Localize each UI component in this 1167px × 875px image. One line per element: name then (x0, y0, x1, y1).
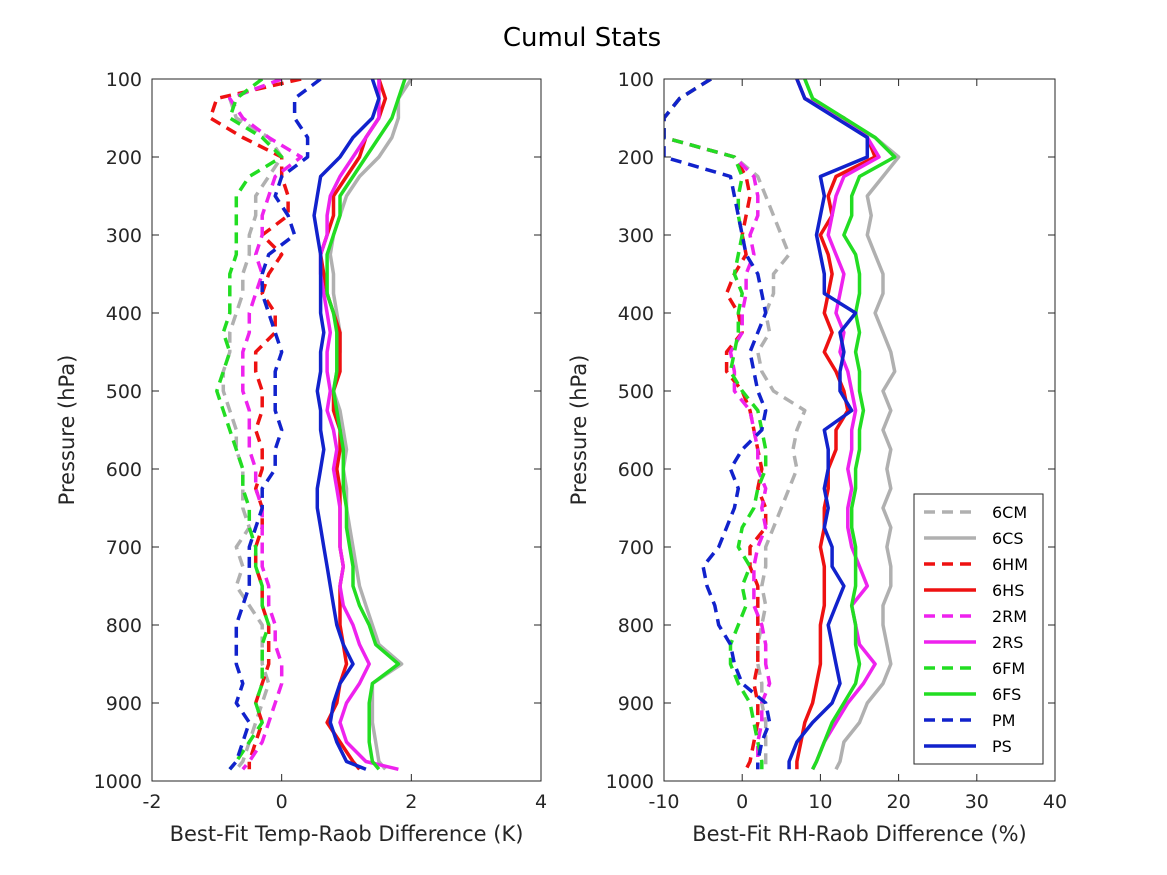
x-axis-label: Best-Fit Temp-Raob Difference (K) (170, 822, 524, 846)
y-tick-label: 1000 (606, 771, 654, 793)
y-tick-label: 100 (106, 69, 142, 91)
series-line-6fm (215, 79, 284, 771)
y-tick-label: 400 (106, 303, 142, 325)
legend-label-2rm: 2RM (992, 607, 1027, 626)
y-tick-label: 900 (106, 693, 142, 715)
series-line-2rs (318, 79, 399, 772)
y-axis-label: Pressure (hPa) (55, 355, 79, 506)
y-tick-label: 600 (618, 459, 654, 481)
x-axis-label: Best-Fit RH-Raob Difference (%) (692, 822, 1026, 846)
x-tick-label: 0 (736, 791, 748, 813)
series-line-pm (228, 79, 322, 771)
y-tick-label: 800 (618, 615, 654, 637)
panel-1: -2 0 2 4 100 200 300 400 500 600 700 800 900 1000 Best… (55, 69, 547, 846)
y-tick-label: 1000 (94, 771, 142, 793)
legend-label-pm: PM (992, 711, 1015, 730)
legend-box (913, 493, 1044, 765)
legend-label-6cs: 6CS (992, 529, 1024, 548)
series-group (208, 79, 413, 772)
series-line-2rs (795, 79, 881, 771)
y-tick-label: 500 (618, 381, 654, 403)
series-line-6hm (208, 79, 302, 770)
legend-label-2rs: 2RS (992, 633, 1023, 652)
y-tick-label: 700 (618, 537, 654, 559)
legend-label-ps: PS (992, 737, 1012, 756)
series-line-2rm (664, 79, 772, 770)
x-tick-label: -2 (143, 791, 162, 813)
series-line-6fs (803, 79, 897, 771)
series-line-6hs (795, 79, 877, 770)
x-tick-label: 30 (965, 791, 989, 813)
chart-layer: -2 0 2 41002003004005006007008009001000Best… (55, 69, 1067, 846)
x-tick-label: -10 (648, 791, 679, 813)
series-line-6cm (221, 79, 284, 771)
x-tick-label: 0 (276, 791, 288, 813)
y-tick-label: 800 (106, 615, 142, 637)
figure-title: Cumul Stats (503, 23, 661, 53)
legend-label-6fs: 6FS (992, 685, 1021, 704)
y-tick-label: 600 (106, 459, 142, 481)
x-tick-label: 4 (535, 791, 547, 813)
legend-label-6hm: 6HM (992, 555, 1028, 574)
legend-label-6cm: 6CM (992, 503, 1027, 522)
series-line-6hm (664, 79, 768, 771)
axes-box (151, 78, 542, 782)
y-axis-label: Pressure (hPa) (567, 355, 591, 506)
x-tick-label: 2 (405, 791, 417, 813)
x-tick-label: 40 (1043, 791, 1067, 813)
series-group (664, 79, 901, 771)
series-line-ps (312, 79, 381, 771)
series-line-6cs (803, 79, 901, 771)
series-line-6cs (328, 79, 413, 771)
y-tick-label: 700 (106, 537, 142, 559)
y-tick-label: 200 (106, 147, 142, 169)
y-tick-label: 300 (106, 225, 142, 247)
y-tick-label: 100 (618, 69, 654, 91)
series-line-6cm (664, 79, 807, 770)
y-tick-label: 500 (106, 381, 142, 403)
legend-label-6fm: 6FM (992, 659, 1025, 678)
y-tick-label: 400 (618, 303, 654, 325)
y-tick-label: 200 (618, 147, 654, 169)
series-line-pm (664, 79, 772, 770)
panel-2: -10 0 10 20 30 40 100 200 300 400 500 600 700 800 900 1… (567, 69, 1067, 846)
y-tick-label: 900 (618, 693, 654, 715)
legend-label-6hs: 6HS (992, 581, 1024, 600)
x-tick-label: 20 (887, 791, 911, 813)
x-tick-label: 10 (808, 791, 832, 813)
legend: 6CM 6CS 6HM 6HS 2RM 2RS 6FM 6FS PM PS (913, 493, 1044, 765)
axes-box (663, 78, 1056, 782)
series-line-2rm (228, 79, 303, 771)
y-tick-label: 300 (618, 225, 654, 247)
series-line-6fs (325, 79, 407, 771)
series-line-ps (787, 79, 870, 770)
